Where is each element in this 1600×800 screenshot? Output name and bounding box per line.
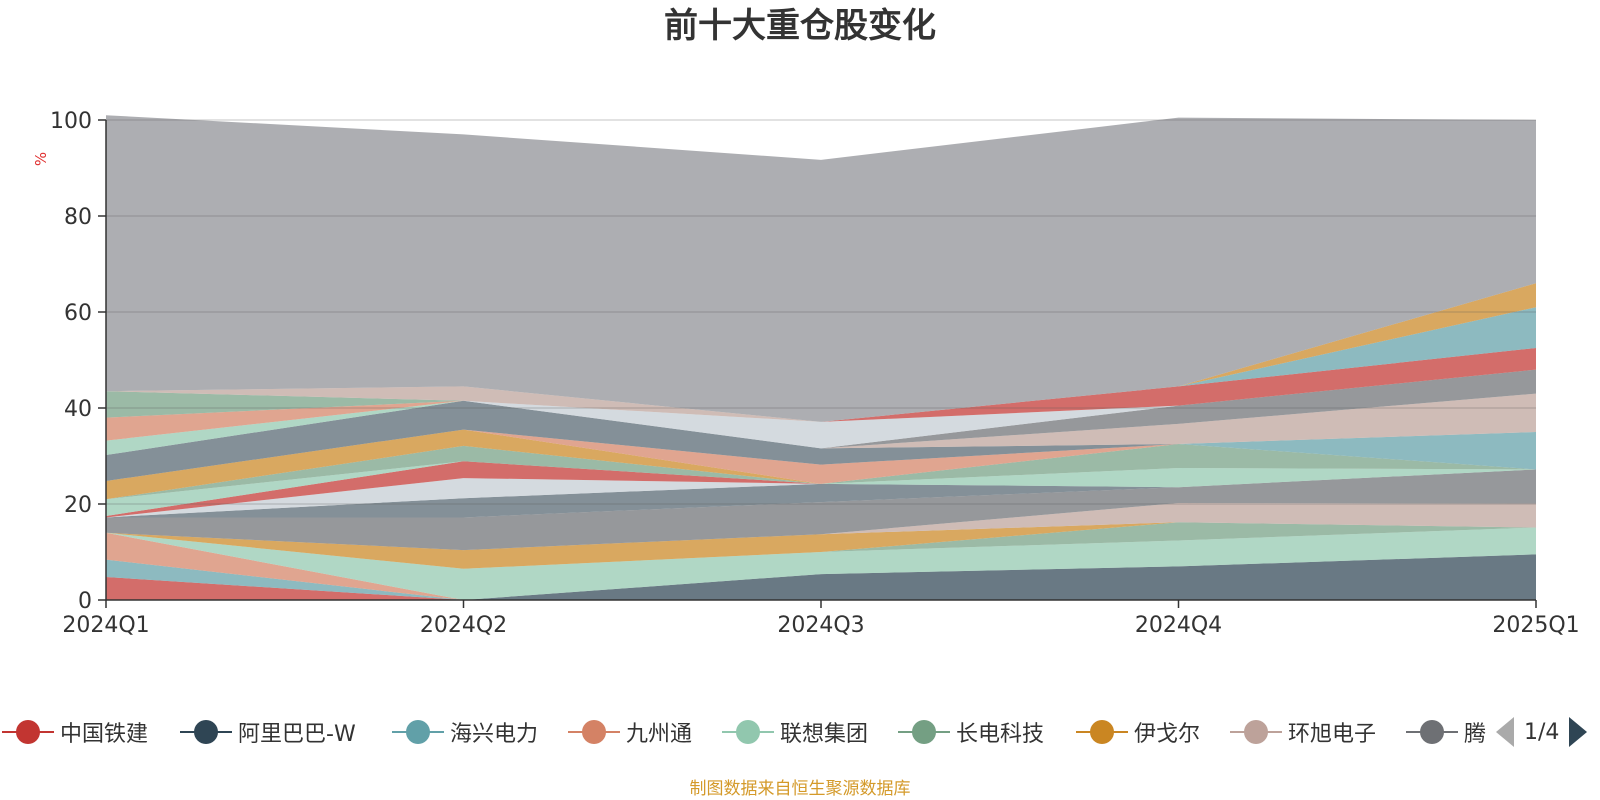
legend-label: 腾 [1464, 722, 1487, 747]
area-series-11 [106, 461, 1536, 518]
area-series-28 [106, 115, 1536, 422]
legend-item[interactable]: 联想集团 [722, 712, 868, 752]
legend-item[interactable]: 阿里巴巴-W [180, 712, 356, 752]
legend-label: 环旭电子 [1288, 722, 1377, 747]
legend-next-icon[interactable] [1569, 717, 1588, 747]
area-series-9 [106, 469, 1536, 518]
area-series-17 [106, 400, 1536, 481]
y-tick-label-2: 40 [64, 397, 92, 422]
y-tick-label-3: 60 [64, 301, 92, 326]
area-chart: 0 20 40 60 80 100 2024Q1 2024Q2 2024Q3 2024Q4 2025… [50, 109, 1580, 638]
y-tick-label-5: 100 [50, 109, 92, 134]
area-series-1 [106, 554, 1536, 600]
area-series-13 [106, 444, 1536, 500]
y-tick-label-0: 0 [78, 589, 92, 614]
legend-label: 九州通 [626, 722, 693, 747]
x-tick-label-0: 2024Q1 [62, 613, 149, 638]
legend-item[interactable]: 九州通 [568, 712, 692, 752]
area-series-16 [106, 429, 1536, 484]
legend-item[interactable]: 中国铁建 [2, 712, 148, 752]
legend-item[interactable]: 长电科技 [898, 712, 1044, 752]
legend-pager: 1/4 [1496, 712, 1588, 752]
area-series-14 [106, 432, 1536, 500]
x-tick-label-3: 2024Q4 [1135, 613, 1222, 638]
data-source-note: 制图数据来自恒生聚源数据库 [689, 779, 911, 799]
legend-item[interactable]: 腾 [1406, 712, 1490, 752]
area-series-12 [106, 461, 1536, 516]
area-series-7 [106, 503, 1536, 551]
legend-prev-icon[interactable] [1496, 717, 1514, 747]
area-series-8 [106, 469, 1536, 551]
legend-marker-icon [898, 717, 950, 747]
area-series-18 [106, 393, 1536, 456]
area-series-5 [106, 522, 1536, 569]
legend-item[interactable]: 环旭电子 [1230, 712, 1376, 752]
legend: 中国铁建 阿里巴巴-W 海兴电力 九州通 联想集团 长电科技 伊戈尔 环旭电子 腾 [0, 712, 1600, 752]
y-tick-label-1: 20 [64, 493, 92, 518]
area-series-27 [106, 283, 1536, 422]
legend-page-indicator: 1/4 [1524, 719, 1560, 745]
y-tick-label-4: 80 [64, 205, 92, 230]
legend-marker-icon [1230, 717, 1282, 747]
legend-marker-icon [568, 717, 620, 747]
legend-item[interactable]: 海兴电力 [392, 712, 538, 752]
legend-marker-icon [1406, 717, 1458, 747]
area-series-6 [106, 522, 1536, 569]
legend-label: 中国铁建 [60, 722, 149, 747]
x-tick-label-2: 2024Q3 [777, 613, 864, 638]
legend-marker-icon [2, 717, 54, 747]
legend-label: 海兴电力 [450, 722, 539, 747]
area-series-19 [106, 369, 1536, 456]
area-series-0 [106, 576, 1536, 600]
chart-title: 前十大重仓股变化 [664, 6, 936, 46]
legend-marker-icon [722, 717, 774, 747]
area-series-24 [106, 348, 1536, 422]
legend-item[interactable]: 伊戈尔 [1076, 712, 1200, 752]
area-series-10 [106, 469, 1536, 518]
legend-label: 联想集团 [780, 722, 869, 747]
x-tick-label-4: 2025Q1 [1492, 613, 1579, 638]
area-series-23 [106, 369, 1536, 449]
legend-label: 长电科技 [956, 722, 1045, 747]
area-series-4 [106, 527, 1536, 600]
legend-label: 阿里巴巴-W [238, 722, 356, 747]
legend-marker-icon [1076, 717, 1128, 747]
legend-label: 伊戈尔 [1134, 722, 1201, 747]
legend-marker-icon [180, 717, 232, 747]
x-tick-label-1: 2024Q2 [420, 613, 507, 638]
legend-marker-icon [392, 717, 444, 747]
